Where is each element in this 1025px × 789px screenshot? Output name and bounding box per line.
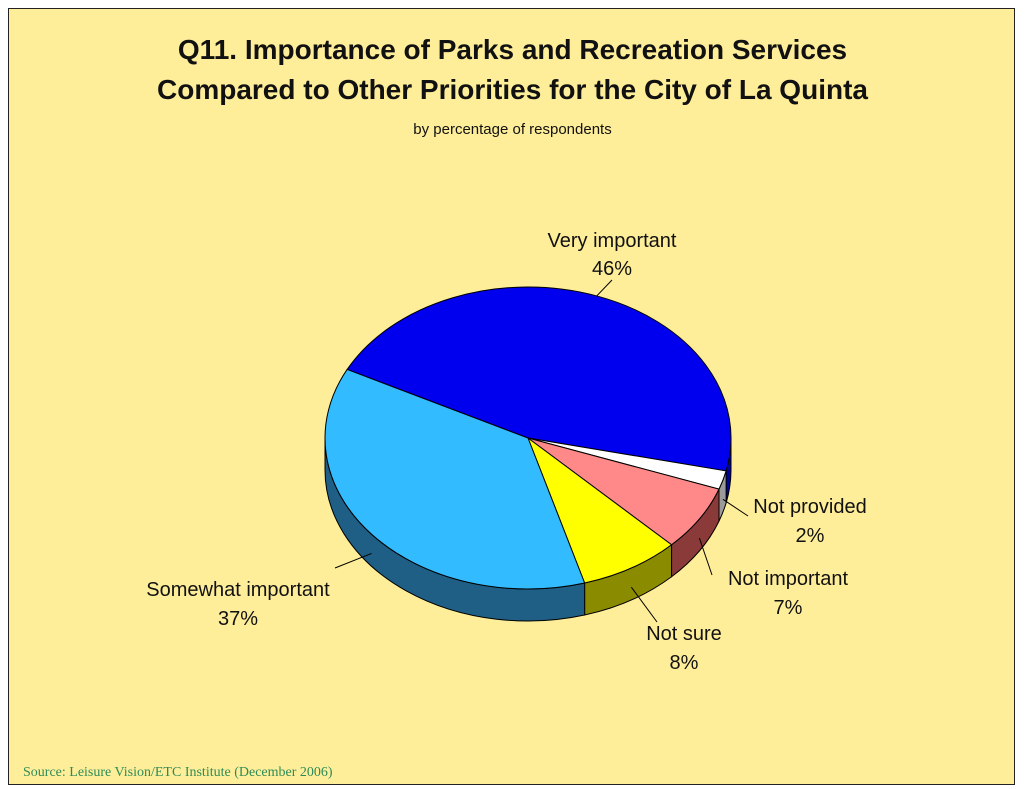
slice-label-not-provided: Not provided bbox=[753, 496, 866, 518]
leader-line-not-provided bbox=[722, 498, 749, 517]
chart-title-line-2: Compared to Other Priorities for the Cit… bbox=[157, 74, 868, 105]
chart-frame: Q11. Importance of Parks and Recreation … bbox=[8, 8, 1015, 785]
pie-leader-lines bbox=[334, 279, 749, 623]
source-note: Source: Leisure Vision/ETC Institute (De… bbox=[23, 765, 333, 780]
chart-title-line-1: Q11. Importance of Parks and Recreation … bbox=[177, 34, 848, 65]
slice-value-not-provided: 2% bbox=[796, 525, 825, 547]
leader-line-very-important bbox=[596, 279, 613, 297]
leader-line-not-sure bbox=[630, 586, 658, 623]
pie-slice-somewhat-important bbox=[324, 368, 586, 590]
slice-label-not-sure: Not sure bbox=[646, 623, 722, 645]
slice-value-not-sure: 8% bbox=[670, 652, 699, 674]
pie-slice-not-sure bbox=[527, 437, 673, 584]
pie-slices bbox=[324, 286, 732, 590]
leader-line-somewhat-important bbox=[334, 552, 372, 569]
slice-value-somewhat-important: 37% bbox=[218, 608, 258, 630]
slice-label-somewhat-important: Somewhat important bbox=[146, 579, 330, 601]
chart-subtitle: by percentage of respondents bbox=[413, 121, 612, 138]
slice-label-very-important: Very important bbox=[548, 230, 677, 252]
slice-value-very-important: 46% bbox=[592, 258, 632, 280]
leader-line-not-important bbox=[698, 537, 713, 576]
slice-label-not-important: Not important bbox=[728, 568, 848, 590]
slice-value-not-important: 7% bbox=[774, 597, 803, 619]
